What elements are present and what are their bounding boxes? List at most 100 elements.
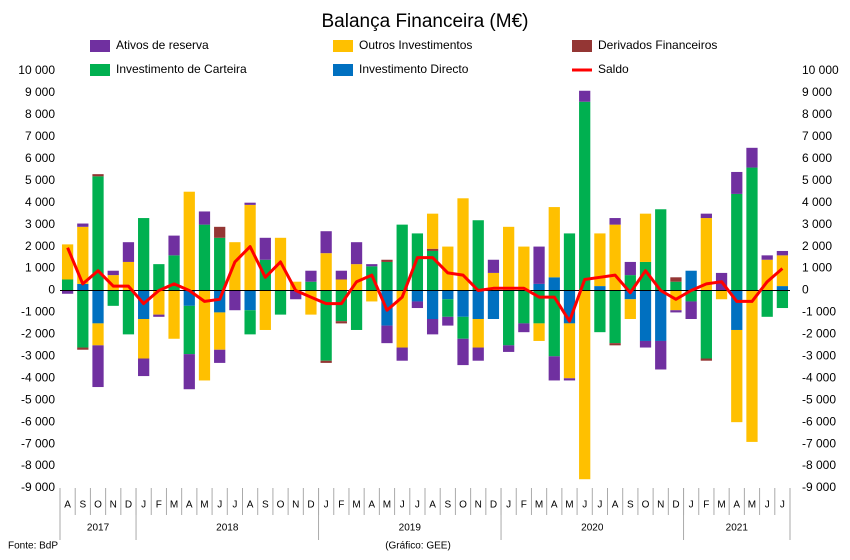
bar [381,325,393,344]
bar [563,323,576,379]
bar [198,290,211,381]
bar [229,290,241,311]
x-tick-label: A [551,500,558,511]
bar [548,356,560,381]
bar [290,290,302,300]
legend-label: Investimento Directo [359,62,469,76]
year-label: 2017 [87,523,110,534]
y-tick-label: 3 000 [25,217,55,231]
bar [138,218,150,291]
bar [320,360,332,363]
bar [624,275,636,291]
x-tick-label: J [597,500,602,511]
bar [320,253,332,291]
bar [274,290,287,315]
y2-tick-label: -5 000 [802,392,836,406]
y2-tick-label: 5 000 [802,173,832,187]
bar [61,279,74,291]
y2-tick-label: -9 000 [802,480,836,494]
bar [92,290,104,324]
bar [700,358,712,361]
y2-tick-label: 4 000 [802,195,832,209]
bar [426,213,439,249]
bar [259,290,271,330]
x-tick-label: J [689,500,694,511]
legend-swatch [90,40,110,52]
x-tick-label: N [292,500,299,511]
y-tick-label: 4 000 [25,195,55,209]
x-tick-label: O [277,500,285,511]
bar [214,312,226,350]
bar [426,290,439,320]
bar [609,218,621,225]
bar [229,242,241,291]
bar [122,242,135,262]
bar [776,286,789,291]
bar [183,191,195,291]
y2-tick-label: -8 000 [802,458,836,472]
bar [426,319,439,335]
legend-swatch [572,40,592,52]
bar [61,244,74,280]
bar [639,213,652,262]
year-label: 2019 [399,523,422,534]
x-tick-label: J [765,500,770,511]
bar [655,209,667,291]
y-tick-label: -2 000 [21,327,55,341]
bar [183,354,195,390]
bar [214,226,226,238]
bar [214,290,226,313]
bar [290,281,302,291]
bar [533,323,545,341]
bar [92,176,104,291]
bar [533,283,545,291]
bar [366,290,378,302]
y-tick-label: 0 [48,283,55,297]
bar [624,290,636,300]
bar [487,290,500,320]
bar [503,290,515,346]
bar [442,246,454,291]
x-tick-label: J [324,500,329,511]
bar [685,290,697,302]
x-tick-label: M [352,500,360,511]
bar [244,202,256,205]
bar [335,321,347,324]
x-tick-label: N [657,500,664,511]
bar [107,270,119,276]
y-tick-label: 5 000 [25,173,55,187]
y-tick-label: 2 000 [25,239,55,253]
bar [472,220,484,291]
y-tick-label: 10 000 [18,63,55,77]
x-tick-label: J [217,500,222,511]
bar [700,218,712,291]
bar [244,290,256,311]
y-tick-label: -1 000 [21,305,55,319]
bar [685,270,697,291]
x-tick-label: S [627,500,634,511]
y2-tick-label: -4 000 [802,370,836,384]
bar [168,255,180,291]
bar [776,255,789,287]
bar [350,290,363,330]
bar [77,223,89,227]
x-tick-label: M [565,500,573,511]
x-tick-label: A [247,500,254,511]
bar [609,343,621,346]
x-tick-label: M [717,500,725,511]
bar [715,290,728,300]
bar [214,237,226,291]
bar [366,264,378,267]
legend-swatch [333,40,353,52]
source: Fonte: BdP [8,541,58,552]
bar [183,305,195,355]
y-tick-label: 8 000 [25,107,55,121]
bar [153,314,165,317]
bar [259,237,271,260]
bar [457,316,469,339]
x-tick-label: D [125,500,132,511]
x-tick-label: O [459,500,467,511]
bar [107,275,119,291]
y-tick-label: 7 000 [25,129,55,143]
